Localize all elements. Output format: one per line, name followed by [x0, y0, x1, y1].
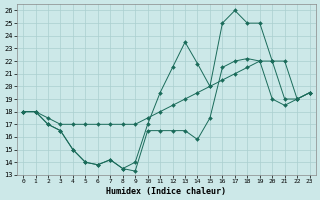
- X-axis label: Humidex (Indice chaleur): Humidex (Indice chaleur): [106, 187, 226, 196]
